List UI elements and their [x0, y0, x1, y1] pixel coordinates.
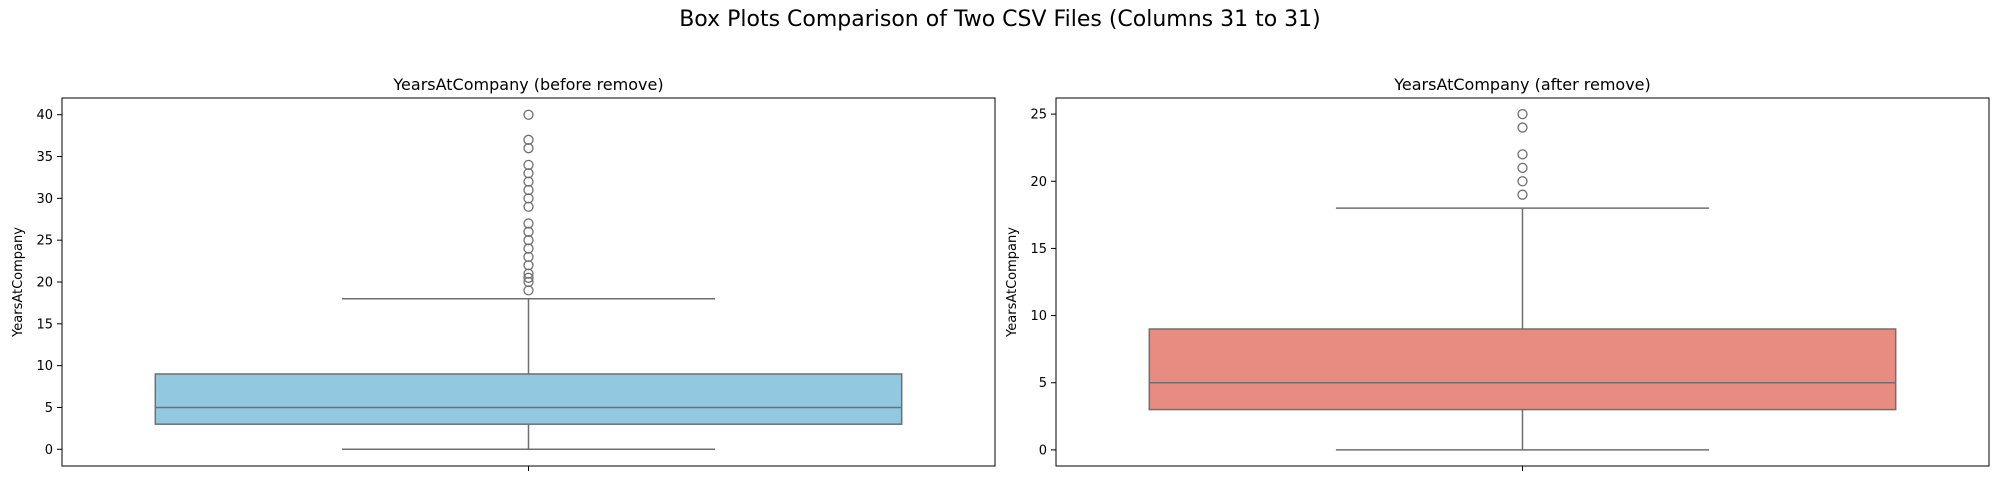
outlier-point: [1517, 122, 1528, 133]
outlier-point: [523, 272, 534, 283]
boxplot-panel-after-remove: YearsAtCompany (after remove) YearsAtComp…: [1005, 75, 1990, 471]
outlier-point: [523, 226, 534, 237]
y-tick-label: 15: [36, 317, 53, 332]
outlier-point: [523, 201, 534, 212]
outlier-point: [523, 285, 534, 296]
outlier-point: [523, 218, 534, 229]
outlier-point: [1517, 176, 1528, 187]
outlier-point: [523, 143, 534, 154]
outlier-point: [1517, 149, 1528, 160]
y-tick-label: 15: [1030, 242, 1047, 257]
outlier-point: [523, 168, 534, 179]
outlier-point: [523, 184, 534, 196]
outlier-point: [523, 251, 534, 263]
y-tick-label: 40: [36, 108, 53, 123]
y-tick-label: 35: [36, 150, 53, 165]
axes-frame: [61, 97, 996, 467]
y-tick-label: 5: [45, 401, 53, 416]
axes-frame: [1055, 97, 1990, 467]
outlier-point: [523, 243, 534, 254]
y-tick-label: 0: [1039, 443, 1047, 458]
y-tick-label: 10: [1030, 309, 1047, 324]
boxplot-panel-before-remove: YearsAtCompany (before remove) YearsAtCom…: [11, 75, 996, 471]
y-tick-label: 5: [1039, 376, 1047, 391]
y-tick-label: 25: [1030, 108, 1047, 123]
subplot-title: YearsAtCompany (before remove): [392, 75, 663, 94]
figure-title: Box Plots Comparison of Two CSV Files (C…: [679, 7, 1321, 32]
iqr-box: [154, 373, 903, 425]
y-tick-label: 20: [36, 276, 53, 291]
outlier-point: [1517, 162, 1528, 173]
y-tick-label: 0: [45, 443, 53, 458]
outlier-point: [523, 193, 534, 204]
y-tick-label: 20: [1030, 175, 1047, 190]
y-tick-label: 25: [36, 234, 53, 249]
outlier-point: [523, 260, 534, 271]
outlier-point: [523, 134, 534, 145]
y-tick-label: 10: [36, 359, 53, 374]
iqr-box: [1148, 328, 1897, 411]
y-axis-label: YearsAtCompany: [11, 227, 26, 338]
outlier-point: [1517, 189, 1528, 200]
outlier-point: [523, 109, 534, 120]
outlier-point: [523, 235, 534, 246]
outlier-point: [523, 159, 534, 171]
y-axis-label: YearsAtCompany: [1005, 227, 1020, 338]
outlier-point: [523, 176, 534, 187]
subplot-title: YearsAtCompany (after remove): [1393, 75, 1651, 94]
outlier-point: [1517, 108, 1528, 120]
y-tick-label: 30: [36, 192, 53, 207]
